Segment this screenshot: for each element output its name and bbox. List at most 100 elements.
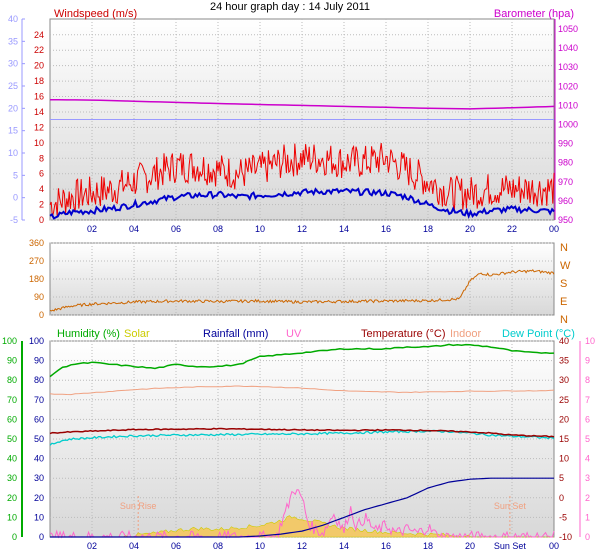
rainfall-tick-label: 50 xyxy=(34,434,44,444)
wind-panel-series xyxy=(49,98,555,220)
outer-tick-label: 20 xyxy=(8,103,18,113)
conditions-panel: Sun Rise Sun Set Humidity (%) Solar Rainf… xyxy=(2,328,595,551)
wind-tick-label: 16 xyxy=(34,92,44,102)
outer-tick-label: 35 xyxy=(8,36,18,46)
barometer-tick-label: 1030 xyxy=(558,62,578,72)
x-tick-label: 12 xyxy=(297,541,307,551)
rainfall-tick-label: 70 xyxy=(34,395,44,405)
wind-tick-label: 22 xyxy=(34,45,44,55)
wind-tick-label: 8 xyxy=(39,153,44,163)
chart-title: 24 hour graph day : 14 July 2011 xyxy=(210,1,370,13)
x-tick-label: 10 xyxy=(255,541,265,551)
humidity-tick-label: 10 xyxy=(7,512,17,522)
temperature-tick-label: 35 xyxy=(559,356,569,366)
sun-set-axis-label: Sun Set xyxy=(494,541,527,551)
outer-tick-label: 15 xyxy=(8,126,18,136)
temperature-tick-label: 10 xyxy=(559,454,569,464)
rainfall-tick-label: 60 xyxy=(34,414,44,424)
indoor-series-line xyxy=(49,385,555,396)
x-tick-label: 18 xyxy=(423,541,433,551)
wind-tick-label: 0 xyxy=(39,215,44,225)
barometer-axis-label: Barometer (hpa) xyxy=(494,8,574,20)
barometer-tick-label: 990 xyxy=(558,139,573,149)
rainfall-tick-label: 30 xyxy=(34,473,44,483)
compass-label: N xyxy=(560,242,568,254)
uv-tick-label: 6 xyxy=(585,414,590,424)
uv-tick-label: 0 xyxy=(585,532,590,542)
humidity-tick-label: 20 xyxy=(7,493,17,503)
uv-tick-label: 5 xyxy=(585,434,590,444)
dew-point-legend: Dew Point (°C) xyxy=(502,328,575,340)
indoor-legend: Indoor xyxy=(450,328,482,340)
barometer-tick-label: 1000 xyxy=(558,120,578,130)
x-tick-label: 16 xyxy=(381,224,391,234)
wind-tick-label: 24 xyxy=(34,30,44,40)
humidity-tick-label: 70 xyxy=(7,395,17,405)
sun-marker-label: Sun Set xyxy=(494,501,527,511)
x-tick-label: 04 xyxy=(129,541,139,551)
temperature-tick-label: -10 xyxy=(559,532,572,542)
humidity-tick-label: 80 xyxy=(7,375,17,385)
windspeed-axis-label: Windspeed (m/s) xyxy=(54,8,137,20)
barometer-tick-label: 1040 xyxy=(558,43,578,53)
direction-tick-label: 270 xyxy=(29,256,44,266)
barometer-tick-label: 950 xyxy=(558,215,573,225)
outer-tick-label: 30 xyxy=(8,59,18,69)
x-tick-label: 08 xyxy=(213,541,223,551)
direction-panel-grid xyxy=(50,242,554,316)
sun-marker-label: Sun Rise xyxy=(120,501,157,511)
direction-series-line xyxy=(49,269,555,312)
x-tick-label: 00 xyxy=(549,541,559,551)
wind-tick-label: 4 xyxy=(39,184,44,194)
x-tick-label: 06 xyxy=(171,224,181,234)
wind-panel-ticks: 2422201816141210864204035302520151050-51… xyxy=(8,14,578,234)
humidity-tick-label: 50 xyxy=(7,434,17,444)
rainfall-legend: Rainfall (mm) xyxy=(203,328,268,340)
compass-label: S xyxy=(560,278,567,290)
uv-tick-label: 7 xyxy=(585,395,590,405)
barometer-tick-label: 960 xyxy=(558,196,573,206)
barometer-tick-label: 1010 xyxy=(558,100,578,110)
temperature-tick-label: 40 xyxy=(559,336,569,346)
x-tick-label: 10 xyxy=(255,224,265,234)
outer-tick-label: 5 xyxy=(13,170,18,180)
outer-tick-label: 40 xyxy=(8,14,18,24)
x-tick-label: 18 xyxy=(423,224,433,234)
rainfall-tick-label: 80 xyxy=(34,375,44,385)
uv-tick-label: 1 xyxy=(585,512,590,522)
direction-tick-label: 90 xyxy=(34,292,44,302)
temperature-tick-label: 25 xyxy=(559,395,569,405)
temperature-tick-label: 20 xyxy=(559,414,569,424)
humidity-tick-label: 40 xyxy=(7,454,17,464)
temperature-tick-label: 15 xyxy=(559,434,569,444)
uv-legend: UV xyxy=(286,328,302,340)
compass-label: W xyxy=(560,260,571,272)
barometer-tick-label: 980 xyxy=(558,158,573,168)
x-tick-label: 02 xyxy=(87,224,97,234)
temperature-tick-label: 30 xyxy=(559,375,569,385)
barometer-tick-label: 970 xyxy=(558,177,573,187)
wind-tick-label: 14 xyxy=(34,107,44,117)
humidity-tick-label: 60 xyxy=(7,414,17,424)
x-tick-label: 02 xyxy=(87,541,97,551)
humidity-tick-label: 90 xyxy=(7,356,17,366)
average-series-line xyxy=(49,187,555,220)
x-tick-label: 12 xyxy=(297,224,307,234)
direction-tick-label: 0 xyxy=(39,310,44,320)
temperature-tick-label: 0 xyxy=(559,493,564,503)
humidity-tick-label: 0 xyxy=(12,532,17,542)
uv-tick-label: 4 xyxy=(585,454,590,464)
x-tick-label: 20 xyxy=(465,541,475,551)
outer-tick-label: 25 xyxy=(8,81,18,91)
wind-tick-label: 20 xyxy=(34,61,44,71)
rainfall-tick-label: 100 xyxy=(29,336,44,346)
rainfall-series-line xyxy=(50,477,554,538)
x-tick-label: 04 xyxy=(129,224,139,234)
outer-tick-label: 10 xyxy=(8,148,18,158)
outer-tick-label: -5 xyxy=(10,215,18,225)
temperature-series-line xyxy=(49,427,555,438)
